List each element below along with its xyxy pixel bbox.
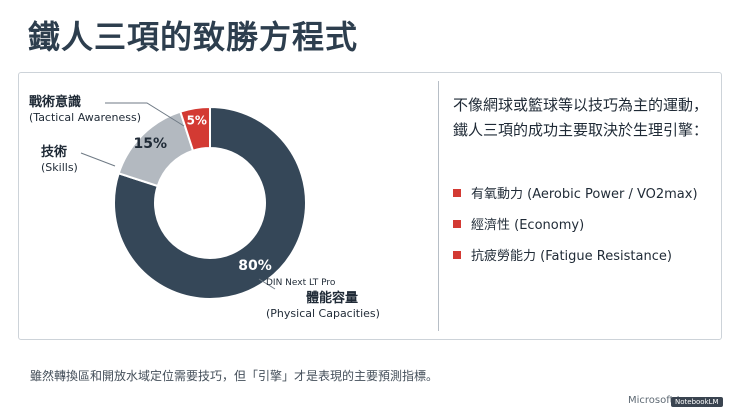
value-label-physical: 80% — [238, 258, 272, 274]
label-physical-title: 體能容量 — [306, 291, 359, 306]
leader-line-skills — [80, 152, 116, 167]
factor-label: 抗疲勞能力 (Fatigue Resistance) — [471, 249, 672, 264]
leader-line-tactical — [105, 102, 185, 127]
donut-chart: 80% 15% 5% — [80, 102, 307, 300]
factor-item: 抗疲勞能力 (Fatigue Resistance) — [453, 239, 698, 270]
factor-label: 經濟性 (Economy) — [471, 218, 585, 233]
slice-tactical — [179, 105, 211, 152]
value-label-tactical: 5% — [187, 114, 207, 128]
label-font-note: DIN Next LT Pro — [266, 278, 336, 288]
notebooklm-logo: NotebookLM — [671, 397, 723, 407]
factor-item: 有氧動力 (Aerobic Power / VO2max) — [453, 177, 698, 208]
factor-label: 有氧動力 (Aerobic Power / VO2max) — [471, 187, 698, 202]
intro-text: 不像網球或籃球等以技巧為主的運動，鐵人三項的成功主要取決於生理引擎： — [453, 96, 709, 139]
slice-physical — [113, 105, 307, 300]
label-skills: 技術 (Skills) — [41, 145, 78, 175]
label-physical: DIN Next LT Pro 體能容量 (Physical Capacitie… — [266, 276, 380, 321]
leader-line-physical — [258, 278, 276, 290]
bullet-square-icon — [453, 188, 461, 197]
slide-title: 鐵人三項的致勝方程式 — [28, 18, 359, 56]
label-skills-title: 技術 — [41, 145, 68, 160]
bullet-square-icon — [453, 219, 461, 228]
label-tactical-title: 戰術意識 — [29, 95, 82, 110]
panel-divider — [438, 81, 439, 331]
factor-list: 有氧動力 (Aerobic Power / VO2max) 經濟性 (Econo… — [453, 177, 698, 270]
watermark-text: Microsoft J — [628, 395, 680, 406]
footnote: 雖然轉換區和開放水域定位需要技巧，但「引擎」才是表現的主要預測指標。 — [30, 369, 439, 383]
content-panel: 80% 15% 5% 戰術意識 (Tactical Awareness) 技術 (S… — [18, 72, 722, 340]
label-tactical-sub: (Tactical Awareness) — [29, 111, 142, 124]
label-physical-sub: (Physical Capacities) — [266, 307, 380, 320]
label-tactical: 戰術意識 (Tactical Awareness) — [29, 95, 141, 125]
label-skills-sub: (Skills) — [41, 161, 78, 174]
bullet-square-icon — [453, 250, 461, 259]
value-label-skills: 15% — [133, 136, 167, 152]
factor-item: 經濟性 (Economy) — [453, 208, 698, 239]
